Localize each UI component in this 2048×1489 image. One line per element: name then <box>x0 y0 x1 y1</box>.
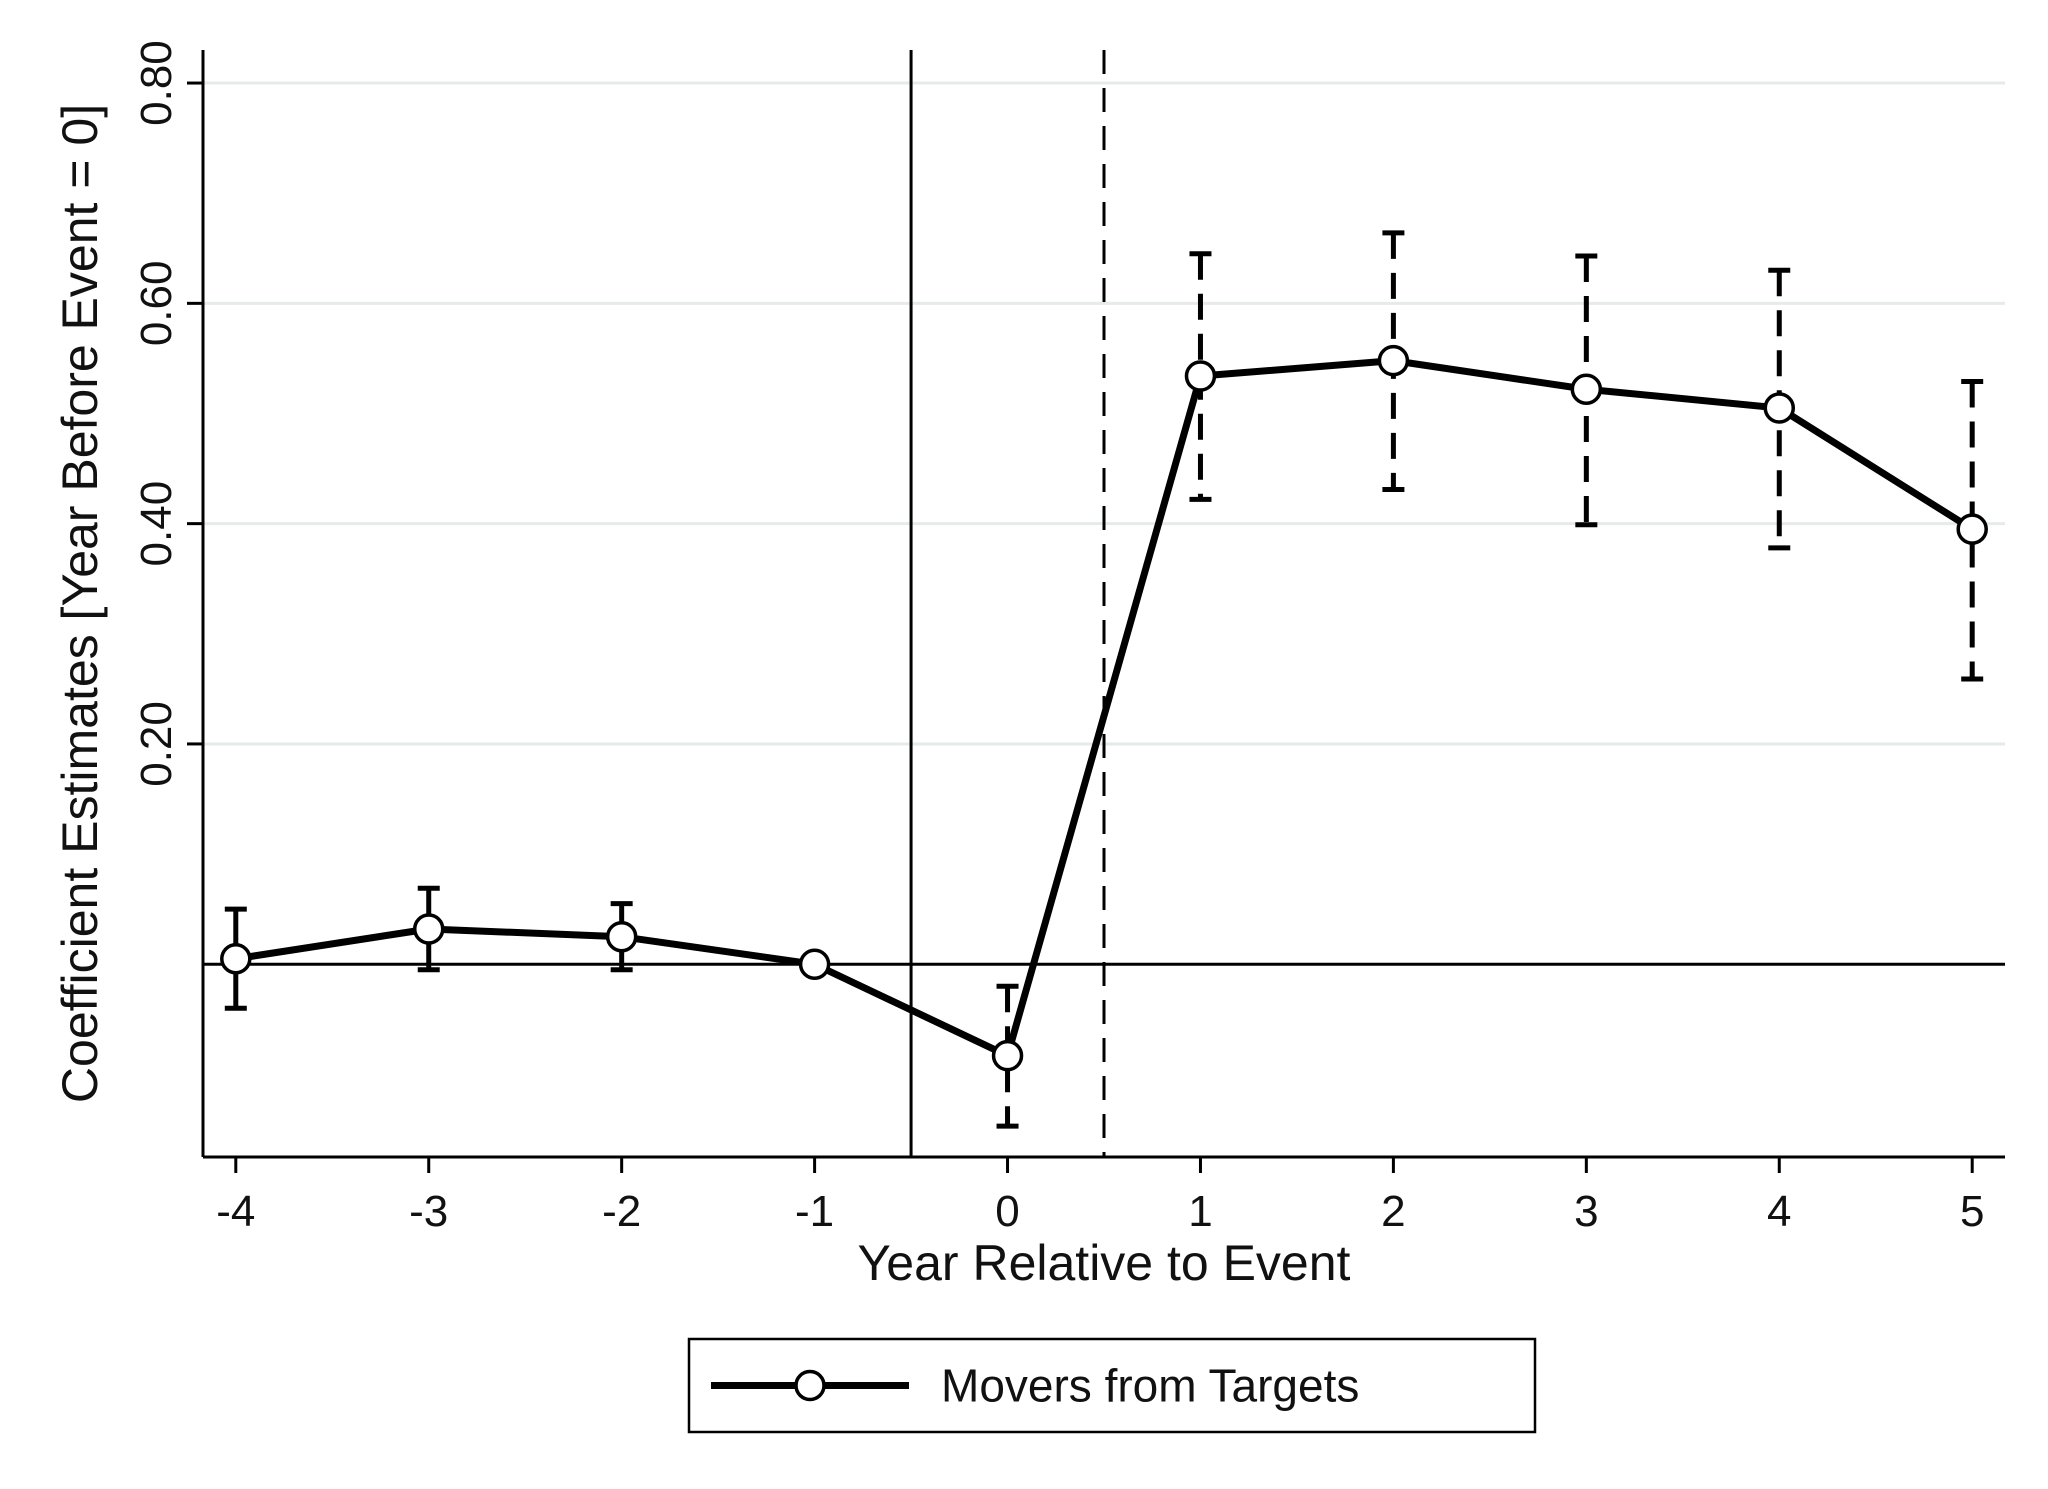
reference-lines <box>203 50 2005 1157</box>
x-tick-label-7: 3 <box>1574 1187 1598 1236</box>
y-axis-title: Coefficient Estimates [Year Before Event… <box>52 104 108 1103</box>
legend-label: Movers from Targets <box>941 1360 1359 1412</box>
x-tick-label-3: -1 <box>795 1187 834 1236</box>
y-tick-label-1: 0.40 <box>132 481 181 567</box>
data-point-2 <box>605 920 638 953</box>
y-axis-ticks: 0.20 0.40 0.60 0.80 <box>132 40 203 787</box>
x-tick-label-5: 1 <box>1188 1187 1212 1236</box>
data-point-7 <box>1570 373 1603 406</box>
x-axis-ticks: -4 -3 -2 -1 0 1 2 3 4 5 <box>216 1157 1984 1236</box>
x-tick-label-2: -2 <box>602 1187 641 1236</box>
data-point-3 <box>798 948 831 980</box>
x-tick-label-9: 5 <box>1960 1187 1984 1236</box>
data-point-1 <box>412 913 445 945</box>
series-movers <box>220 344 1988 1072</box>
y-tick-label-3: 0.80 <box>132 40 181 126</box>
data-point-6 <box>1377 344 1410 377</box>
x-tick-label-6: 2 <box>1381 1187 1405 1236</box>
data-point-8 <box>1763 392 1796 424</box>
legend-marker <box>794 1369 826 1402</box>
axes <box>201 50 2005 1159</box>
data-point-4 <box>991 1039 1024 1072</box>
x-axis-title: Year Relative to Event <box>858 1235 1351 1291</box>
data-point-0 <box>220 942 252 975</box>
data-point-9 <box>1956 513 1988 545</box>
y-tick-label-2: 0.60 <box>132 261 181 347</box>
data-point-5 <box>1184 360 1217 392</box>
x-tick-label-4: 0 <box>995 1187 1019 1236</box>
x-tick-label-8: 4 <box>1767 1187 1791 1236</box>
series-line <box>235 357 1975 1060</box>
y-tick-label-0: 0.20 <box>132 701 181 787</box>
legend: Movers from Targets <box>687 1337 1537 1434</box>
x-tick-label-0: -4 <box>216 1187 255 1236</box>
x-tick-label-1: -3 <box>409 1187 448 1236</box>
